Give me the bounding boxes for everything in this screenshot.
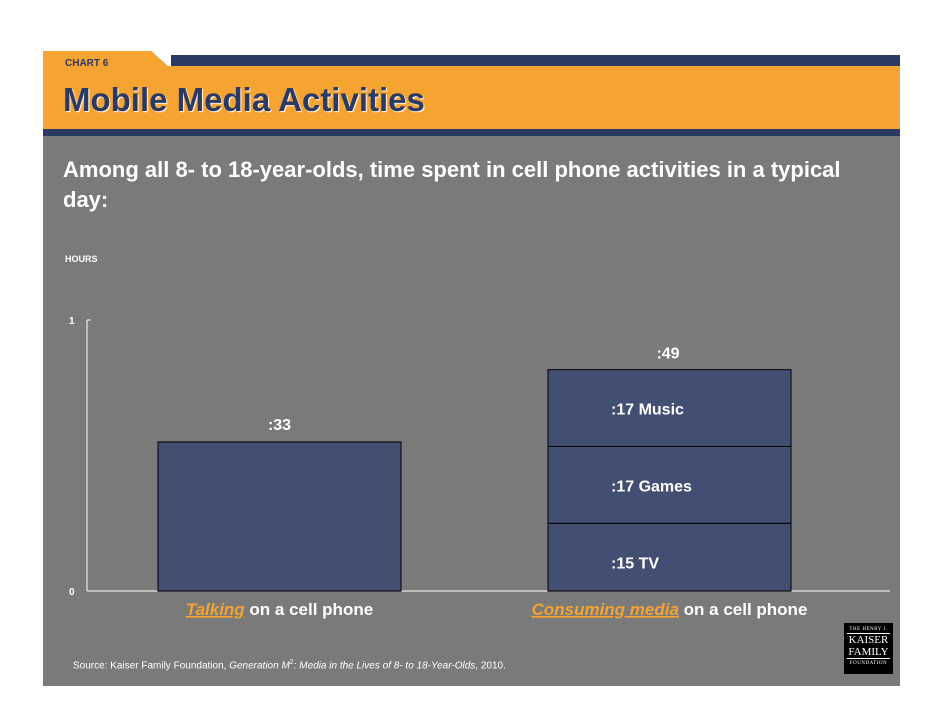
kaiser-logo: THE HENRY J. KAISER FAMILY FOUNDATION (844, 623, 893, 674)
header-band: CHART 6 Mobile Media Activities (43, 43, 900, 136)
category-label-rest: on a cell phone (245, 600, 373, 619)
segment-label: :15 TV (611, 555, 659, 572)
category-label-emphasis: Talking (186, 600, 245, 619)
source-note: Source: Kaiser Family Foundation, Genera… (73, 659, 506, 671)
category-label: Talking on a cell phone (186, 600, 373, 619)
y-tick-label: 0 (69, 587, 75, 598)
y-tick-label: 1 (69, 316, 75, 327)
page-title: Mobile Media Activities (63, 81, 425, 119)
subtitle: Among all 8- to 18-year-olds, time spent… (63, 155, 883, 215)
chart: 1 0 :33 Talking on a cell phone :15 TV :17 Ga… (43, 263, 900, 683)
category-label-rest: on a cell phone (679, 600, 807, 619)
bar-segment (548, 523, 791, 591)
segment-label: :17 Games (611, 478, 692, 495)
category-label-emphasis: Consuming media (532, 600, 679, 619)
total-label: :49 (656, 346, 679, 363)
bar-segment (158, 442, 401, 591)
total-label: :33 (268, 417, 291, 434)
header-stripe-bottom (43, 129, 900, 136)
segment-label: :17 Music (611, 402, 684, 419)
slide: CHART 6 Mobile Media Activities Among al… (43, 43, 900, 686)
category-label: Consuming media on a cell phone (532, 600, 808, 619)
